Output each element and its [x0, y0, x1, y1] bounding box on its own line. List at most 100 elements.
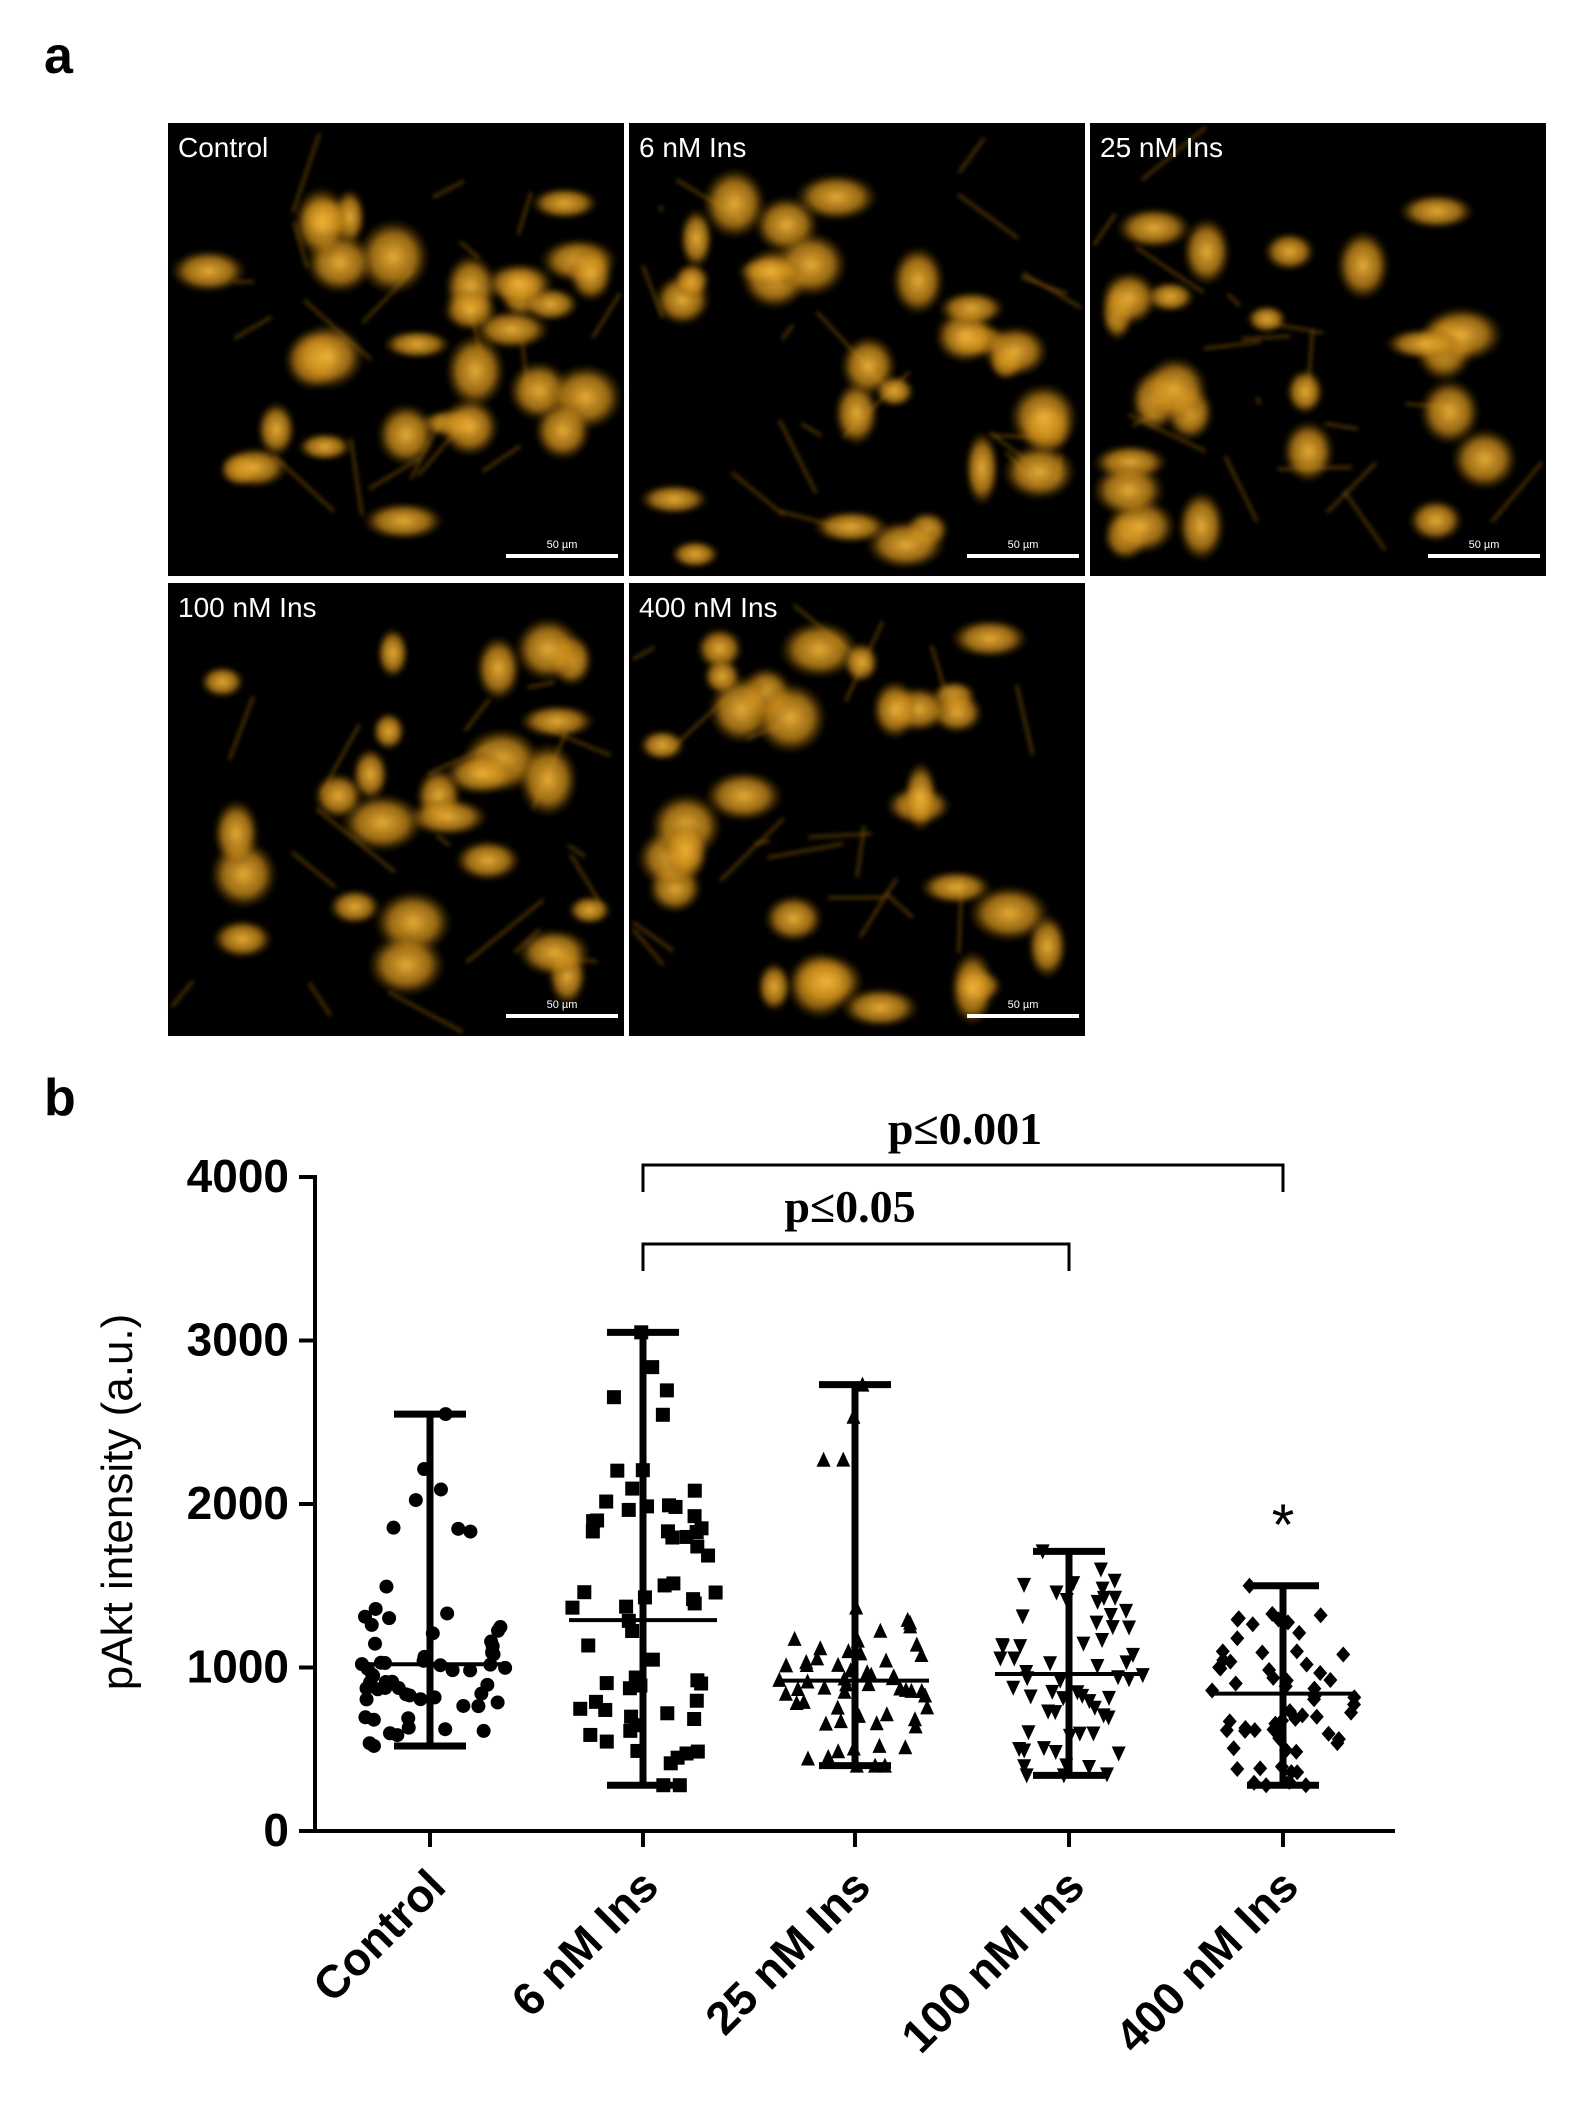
- data-point: [573, 1701, 588, 1716]
- data-point: [861, 1676, 876, 1692]
- data-point: [599, 1494, 614, 1509]
- data-point: [599, 1676, 614, 1691]
- data-point: [1096, 1590, 1111, 1606]
- data-point: [491, 1623, 506, 1638]
- data-point: [1048, 1744, 1063, 1760]
- data-point: [1095, 1581, 1110, 1597]
- data-point: [1108, 1590, 1123, 1606]
- data-point: [873, 1622, 888, 1638]
- data-point: [1289, 1743, 1304, 1760]
- cell: [362, 502, 444, 540]
- data-point: [660, 1706, 675, 1721]
- data-point: [590, 1513, 605, 1528]
- cell-cluster: [638, 137, 1082, 570]
- data-point: [1336, 1646, 1351, 1663]
- data-point: [1087, 1700, 1102, 1716]
- series-group: [993, 1544, 1150, 1784]
- data-point: [830, 1699, 845, 1715]
- cell: [919, 870, 993, 905]
- cell: [981, 325, 1049, 378]
- data-point: [386, 1520, 401, 1535]
- data-point: [1245, 1616, 1260, 1633]
- data-point: [1313, 1665, 1328, 1682]
- data-point: [628, 1670, 643, 1685]
- significance-asterisk: *: [1272, 1493, 1295, 1558]
- cell: [1263, 232, 1316, 271]
- series-group: [565, 1325, 723, 1793]
- data-point: [666, 1576, 681, 1591]
- data-point: [471, 1699, 486, 1714]
- data-point: [1230, 1630, 1245, 1647]
- y-tick-label: 2000: [187, 1477, 289, 1529]
- data-point: [1017, 1759, 1032, 1775]
- data-point: [390, 1728, 405, 1743]
- cell: [484, 262, 555, 305]
- scale-bar-label: 50 µm: [547, 539, 578, 551]
- data-point: [1228, 1675, 1243, 1692]
- cell: [756, 961, 792, 1012]
- cell: [1182, 217, 1231, 286]
- micrograph-tile: 6 nM Ins 50 µm: [629, 123, 1085, 576]
- micrograph-tile: 100 nM Ins 50 µm: [168, 583, 624, 1036]
- significance-bracket: p≤0.05: [641, 1181, 1071, 1271]
- micrograph-tile: Control 50 µm: [168, 123, 624, 576]
- data-point: [687, 1712, 702, 1727]
- y-tick-label: 1000: [187, 1641, 289, 1693]
- data-point: [1043, 1656, 1058, 1672]
- y-tick-label: 0: [263, 1804, 289, 1856]
- data-point: [908, 1718, 923, 1734]
- data-point: [1215, 1643, 1230, 1660]
- cell: [950, 618, 1029, 658]
- cell: [968, 885, 1051, 942]
- cell: [213, 799, 260, 868]
- x-tick-label: Control: [303, 1859, 455, 2011]
- data-point: [909, 1636, 924, 1652]
- data-point: [1119, 1655, 1134, 1671]
- data-point: [1103, 1607, 1118, 1623]
- data-point: [476, 1723, 491, 1738]
- data-point: [818, 1715, 833, 1731]
- cell: [891, 246, 945, 316]
- data-point: [463, 1524, 478, 1539]
- data-point: [778, 1685, 793, 1701]
- data-point: [1288, 1710, 1303, 1727]
- y-axis-label: pAkt intensity (a.u.): [93, 1314, 142, 1691]
- data-point: [385, 1674, 400, 1689]
- data-point: [816, 1451, 831, 1467]
- cell: [170, 249, 247, 293]
- y-tick-label: 4000: [187, 1150, 289, 1202]
- data-point: [1313, 1607, 1328, 1624]
- data-point: [565, 1600, 580, 1615]
- data-point: [817, 1679, 832, 1695]
- data-point: [1021, 1725, 1036, 1741]
- cell: [313, 772, 364, 820]
- data-point: [1053, 1673, 1068, 1689]
- data-point: [665, 1530, 680, 1545]
- cell: [356, 219, 430, 295]
- data-point: [625, 1481, 640, 1496]
- cell: [454, 839, 521, 881]
- data-point: [368, 1636, 383, 1651]
- cell: [763, 894, 824, 943]
- series-group: [1205, 1577, 1362, 1794]
- data-point: [1072, 1726, 1087, 1742]
- data-point: [799, 1654, 814, 1670]
- data-point: [1006, 1680, 1021, 1696]
- cell: [1384, 328, 1463, 360]
- series-group: [772, 1376, 935, 1773]
- cell: [517, 928, 591, 977]
- x-tick-label: 400 nM Ins: [1105, 1859, 1308, 2062]
- bracket-line: [641, 1163, 1285, 1192]
- data-point: [1122, 1620, 1137, 1636]
- cell: [530, 187, 599, 220]
- data-point: [831, 1656, 846, 1672]
- data-point: [779, 1657, 794, 1673]
- p-value-label: p≤0.001: [888, 1103, 1042, 1154]
- data-point: [1119, 1603, 1134, 1619]
- data-point: [484, 1634, 499, 1649]
- scale-bar-label: 50 µm: [547, 999, 578, 1011]
- cell: [444, 753, 518, 796]
- data-point: [1323, 1672, 1338, 1689]
- cell: [212, 919, 273, 959]
- data-point: [1289, 1643, 1304, 1660]
